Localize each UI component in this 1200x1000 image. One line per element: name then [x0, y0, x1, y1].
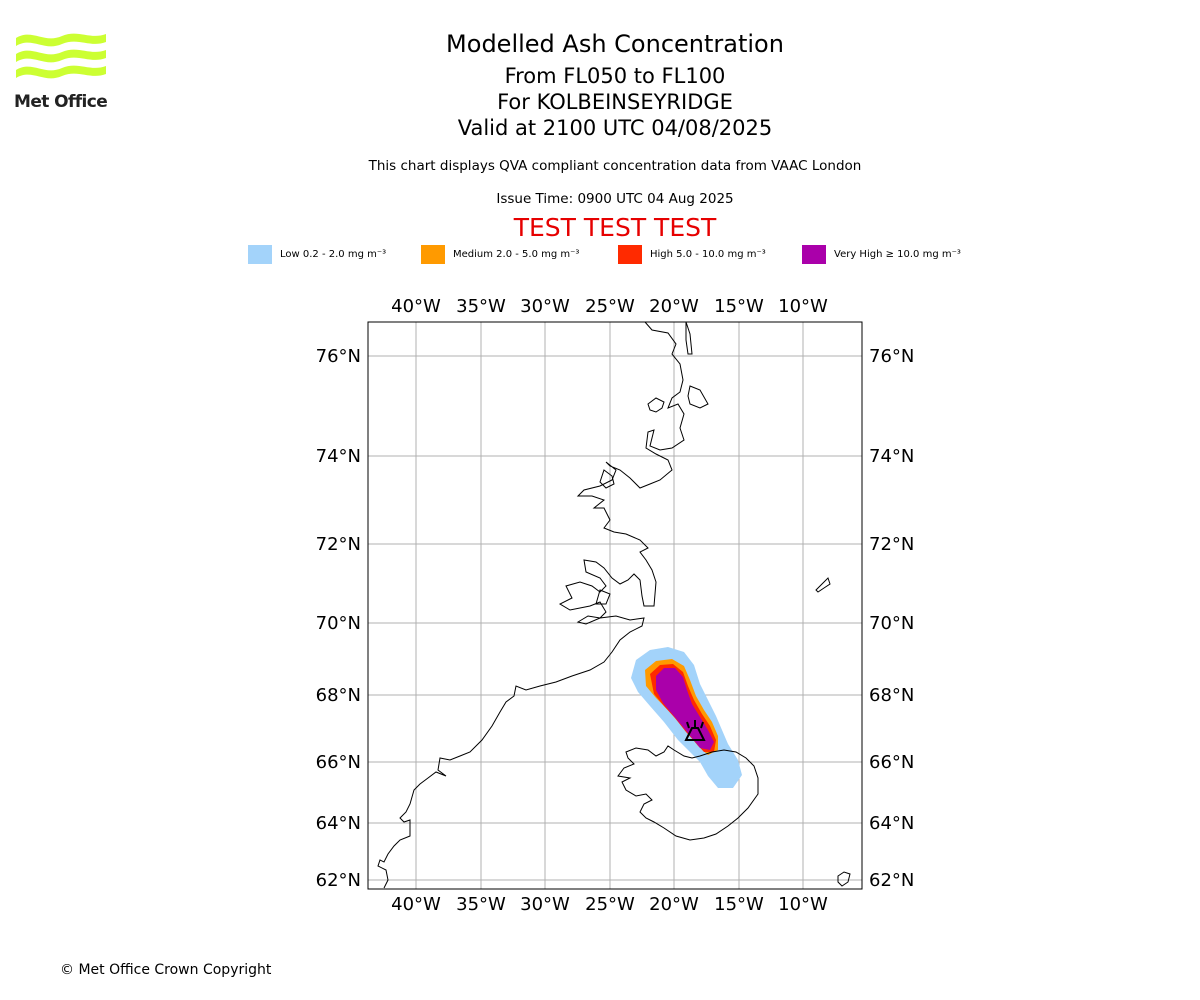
- latitude-label: 64°N: [316, 813, 361, 834]
- legend-label-medium: Medium 2.0 - 5.0 mg m⁻³: [453, 248, 580, 260]
- legend-swatch-very-high: [802, 244, 826, 264]
- longitude-label: 10°W: [778, 894, 828, 915]
- greenland-fjord-5: [595, 589, 611, 605]
- faroe-coastline: [837, 871, 851, 887]
- longitude-label: 20°W: [649, 894, 699, 915]
- ash-plume: [631, 647, 742, 788]
- met-office-waves-icon: [16, 33, 106, 79]
- longitude-label: 15°W: [714, 296, 764, 317]
- greenland-fjord-4: [599, 469, 615, 489]
- map-gridlines: [368, 322, 862, 889]
- latitude-label: 68°N: [869, 685, 914, 706]
- longitude-labels-top: 40°W 35°W 30°W 25°W 20°W 15°W 10°W: [391, 296, 828, 317]
- latitude-label: 66°N: [869, 752, 914, 773]
- latitude-labels-right: 76°N 74°N 72°N 70°N 68°N 66°N 64°N 62°N: [869, 346, 914, 891]
- greenland-fjord-3: [685, 321, 693, 355]
- latitude-label: 70°N: [316, 613, 361, 634]
- longitude-label: 20°W: [649, 296, 699, 317]
- volcano-icon: [684, 720, 706, 741]
- jan-mayen-coastline: [815, 577, 831, 593]
- latitude-label: 66°N: [316, 752, 361, 773]
- latitude-label: 76°N: [869, 346, 914, 367]
- issue-time: Issue Time: 0900 UTC 04 Aug 2025: [496, 191, 734, 207]
- longitude-label: 40°W: [391, 296, 441, 317]
- copyright: © Met Office Crown Copyright: [60, 962, 272, 978]
- latitude-label: 74°N: [316, 446, 361, 467]
- latitude-labels-left: 76°N 74°N 72°N 70°N 68°N 66°N 64°N 62°N: [316, 346, 361, 891]
- location-title: For KOLBEINSEYRIDGE: [497, 90, 733, 114]
- latitude-label: 72°N: [869, 534, 914, 555]
- longitude-label: 35°W: [456, 894, 506, 915]
- longitude-label: 35°W: [456, 296, 506, 317]
- longitude-label: 15°W: [714, 894, 764, 915]
- longitude-label: 10°W: [778, 296, 828, 317]
- legend-swatch-high: [618, 244, 642, 264]
- latitude-label: 62°N: [316, 870, 361, 891]
- legend-swatch-medium: [421, 244, 445, 264]
- legend-label-high: High 5.0 - 10.0 mg m⁻³: [650, 248, 766, 260]
- latitude-label: 76°N: [316, 346, 361, 367]
- legend-item-low: Low 0.2 - 2.0 mg m⁻³: [248, 244, 386, 264]
- legend: Low 0.2 - 2.0 mg m⁻³ Medium 2.0 - 5.0 mg…: [0, 244, 1200, 264]
- legend-item-medium: Medium 2.0 - 5.0 mg m⁻³: [421, 244, 579, 264]
- longitude-label: 25°W: [585, 296, 635, 317]
- latitude-label: 64°N: [869, 813, 914, 834]
- latitude-label: 72°N: [316, 534, 361, 555]
- iceland-coastline: [617, 745, 759, 841]
- greenland-coastline: [377, 321, 685, 889]
- chart-title: Modelled Ash Concentration: [446, 30, 784, 58]
- latitude-label: 70°N: [869, 613, 914, 634]
- longitude-label: 40°W: [391, 894, 441, 915]
- test-banner: TEST TEST TEST: [513, 213, 717, 242]
- longitude-labels-bottom: 40°W 35°W 30°W 25°W 20°W 15°W 10°W: [391, 894, 828, 915]
- legend-swatch-low: [248, 244, 272, 264]
- legend-item-very-high: Very High ≥ 10.0 mg m⁻³: [802, 244, 961, 264]
- legend-label-low: Low 0.2 - 2.0 mg m⁻³: [280, 248, 387, 260]
- legend-label-very-high: Very High ≥ 10.0 mg m⁻³: [834, 248, 961, 260]
- map-frame: [367, 321, 863, 890]
- valid-time: Valid at 2100 UTC 04/08/2025: [457, 116, 773, 140]
- longitude-label: 25°W: [585, 894, 635, 915]
- met-office-logo-text: Met Office: [14, 92, 108, 112]
- latitude-label: 74°N: [869, 446, 914, 467]
- chart-description: This chart displays QVA compliant concen…: [368, 158, 862, 174]
- met-office-logo: Met Office: [14, 30, 109, 112]
- legend-item-high: High 5.0 - 10.0 mg m⁻³: [618, 244, 766, 264]
- latitude-label: 62°N: [869, 870, 914, 891]
- longitude-label: 30°W: [520, 296, 570, 317]
- greenland-fjord-2: [687, 385, 709, 409]
- greenland-fjord-1: [647, 397, 665, 413]
- coastlines: [377, 321, 851, 889]
- latitude-label: 68°N: [316, 685, 361, 706]
- flight-level-range: From FL050 to FL100: [504, 64, 726, 88]
- longitude-label: 30°W: [520, 894, 570, 915]
